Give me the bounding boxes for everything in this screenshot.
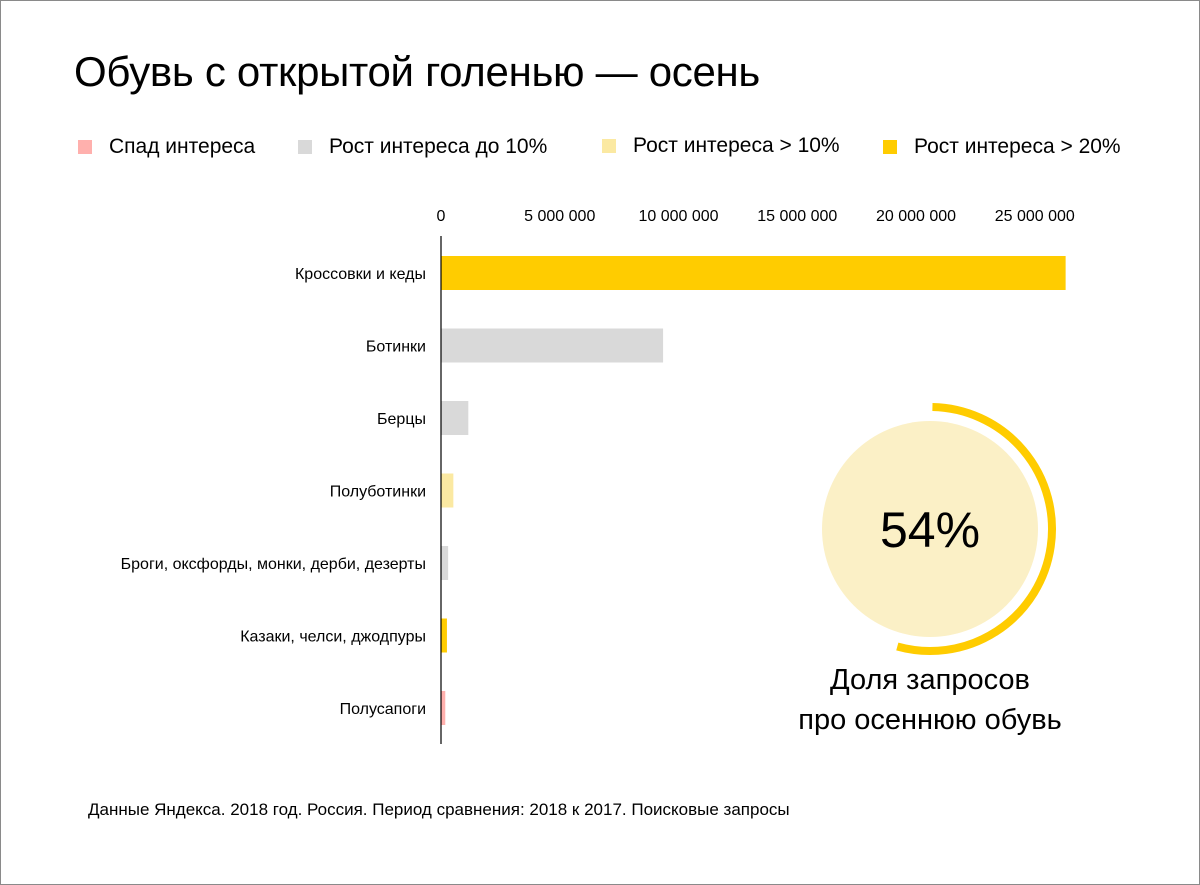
bar [441, 546, 449, 580]
legend-label-decline: Спад интереса [109, 135, 256, 158]
legend-swatch-decline [78, 140, 92, 154]
category-label: Полуботинки [330, 484, 426, 501]
legend-item-growth-over-10: Рост интереса > 10% [602, 134, 840, 158]
legend-swatch-growth-over-10 [602, 139, 616, 153]
bar [441, 473, 454, 508]
legend-item-growth-over-20: Рост интереса > 20% [883, 135, 1121, 159]
legend-item-decline: Спад интереса [78, 135, 255, 159]
legend-label-growth-over-10: Рост интереса > 10% [633, 134, 840, 157]
chart-title: Обувь с открытой голенью — осень [74, 48, 760, 95]
category-label: Броги, оксфорды, монки, дерби, дезерты [121, 556, 426, 573]
bar [441, 401, 469, 435]
x-tick-label: 0 [437, 208, 446, 225]
legend-swatch-growth-10 [298, 140, 312, 154]
category-label: Казаки, челси, джодпуры [240, 629, 426, 646]
donut-caption-line-2: про осеннюю обувь [798, 704, 1062, 736]
donut-value-label: 54% [880, 502, 980, 558]
source-note: Данные Яндекса. 2018 год. Россия. Период… [88, 800, 790, 819]
bar [441, 691, 446, 725]
category-label: Берцы [377, 411, 426, 428]
x-tick-label: 20 000 000 [876, 208, 956, 225]
x-tick-label: 25 000 000 [995, 208, 1075, 225]
donut-caption-line-1: Доля запросов [830, 664, 1030, 696]
donut-ring [896, 403, 1056, 655]
x-tick-label: 10 000 000 [638, 208, 718, 225]
x-tick-label: 15 000 000 [757, 208, 837, 225]
legend-item-growth-10: Рост интереса до 10% [298, 135, 547, 159]
legend-swatch-growth-over-20 [883, 140, 897, 154]
bar [441, 328, 664, 363]
category-label: Полусапоги [340, 701, 426, 718]
category-label: Кроссовки и кеды [295, 266, 426, 283]
x-tick-label: 5 000 000 [524, 208, 595, 225]
donut-fill [822, 421, 1038, 637]
bar [441, 618, 447, 653]
bar [441, 256, 1066, 290]
category-label: Ботинки [366, 339, 426, 356]
legend-label-growth-over-20: Рост интереса > 20% [914, 135, 1121, 158]
legend-label-growth-10: Рост интереса до 10% [329, 135, 548, 158]
